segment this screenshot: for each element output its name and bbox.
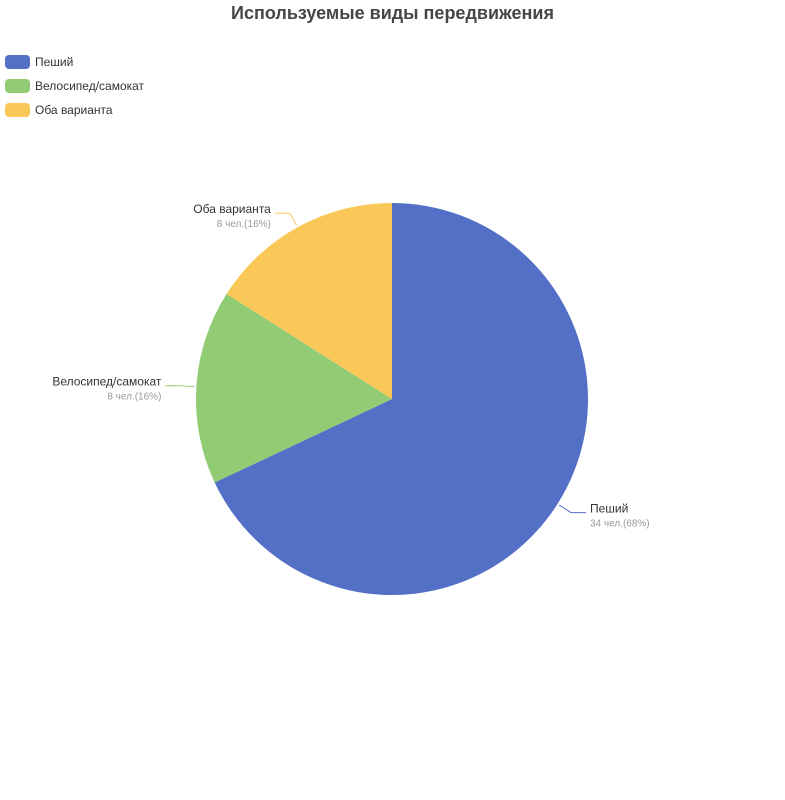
slice-value-label-peshiy: 34 чел.(68%) — [590, 519, 650, 530]
slice-label-oba: Оба варианта — [193, 202, 271, 216]
legend-swatch-velosiped — [5, 79, 30, 93]
label-line-peshiy — [558, 504, 586, 514]
legend-label-velosiped: Велосипед/самокат — [35, 79, 145, 93]
legend-label-oba: Оба варианта — [35, 103, 113, 117]
pie-slice-velosiped[interactable] — [196, 293, 392, 483]
legend-swatch-peshiy — [5, 55, 30, 69]
legend-item-velosiped[interactable]: Велосипед/самокат — [5, 74, 144, 98]
chart-title: Используемые виды передвижения — [231, 3, 554, 23]
slice-label-peshiy: Пеший — [590, 502, 628, 516]
legend-item-oba[interactable]: Оба варианта — [5, 98, 144, 122]
slice-value-label-oba: 8 чел.(16%) — [217, 219, 271, 230]
legend: Пеший Велосипед/самокат Оба варианта — [5, 50, 144, 122]
label-line-velosiped — [165, 385, 195, 388]
legend-label-peshiy: Пеший — [35, 55, 74, 69]
legend-swatch-oba — [5, 103, 30, 117]
label-line-oba — [274, 212, 298, 226]
slice-value-label-velosiped: 8 чел.(16%) — [107, 392, 161, 403]
pie-slice-oba[interactable] — [226, 203, 392, 399]
pie-slice-peshiy[interactable] — [214, 203, 588, 595]
legend-item-peshiy[interactable]: Пеший — [5, 50, 144, 74]
slice-label-velosiped: Велосипед/самокат — [52, 375, 162, 389]
